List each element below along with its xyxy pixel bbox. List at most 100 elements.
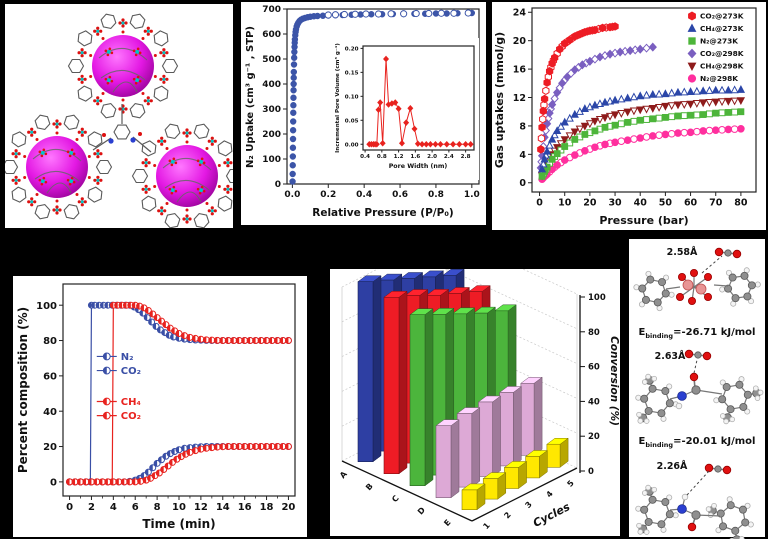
svg-text:0.8: 0.8 bbox=[428, 190, 444, 200]
svg-text:18: 18 bbox=[260, 502, 274, 513]
svg-text:2.0: 2.0 bbox=[427, 154, 437, 160]
svg-text:5: 5 bbox=[565, 478, 576, 488]
svg-text:0: 0 bbox=[275, 180, 281, 190]
mof-structure-illustration bbox=[5, 13, 233, 228]
svg-text:Incremental Pore Volume (cm³ g: Incremental Pore Volume (cm³ g⁻¹) bbox=[334, 43, 341, 153]
svg-text:12: 12 bbox=[513, 93, 526, 104]
series-CO₂@273K bbox=[537, 22, 619, 154]
svg-text:2: 2 bbox=[88, 502, 95, 513]
svg-text:60: 60 bbox=[588, 363, 600, 373]
svg-text:A: A bbox=[338, 469, 349, 480]
svg-text:60: 60 bbox=[43, 371, 57, 382]
svg-text:Pressure (bar): Pressure (bar) bbox=[599, 214, 688, 227]
svg-text:2.63Å: 2.63Å bbox=[655, 351, 686, 362]
svg-text:0.00: 0.00 bbox=[345, 142, 359, 148]
mof-cage bbox=[67, 13, 179, 119]
svg-text:1.6: 1.6 bbox=[410, 154, 420, 160]
svg-text:1.2: 1.2 bbox=[394, 154, 404, 160]
svg-text:24: 24 bbox=[513, 8, 527, 19]
svg-text:100: 100 bbox=[36, 301, 57, 312]
conversion-3d-chart: 0 20 40 60 80 100 Conversion (%) A B C D E 12 3 45 Cycl… bbox=[338, 269, 620, 531]
svg-text:N₂@298K: N₂@298K bbox=[700, 74, 738, 83]
svg-text:2.8: 2.8 bbox=[461, 154, 471, 160]
svg-text:C: C bbox=[390, 494, 401, 504]
svg-text:10: 10 bbox=[558, 198, 572, 209]
svg-text:500: 500 bbox=[262, 55, 281, 65]
svg-text:40: 40 bbox=[634, 198, 648, 209]
panel-gas-uptakes: 0 10 20 30 40 50 60 70 80 0 4 8 12 16 20 24 Pressure (ba… bbox=[492, 2, 766, 230]
svg-text:2: 2 bbox=[502, 510, 512, 520]
svg-text:2.58Å: 2.58Å bbox=[667, 247, 698, 258]
panel-mof-structure bbox=[5, 4, 233, 228]
panel-breakthrough: 0 2 4 6 8 10 12 14 16 18 20 0 20 40 60 80 100 Time (min) P… bbox=[13, 276, 307, 537]
svg-text:80: 80 bbox=[734, 198, 748, 209]
svg-text:N₂: N₂ bbox=[121, 352, 134, 363]
svg-text:14: 14 bbox=[216, 502, 230, 513]
svg-text:E: E bbox=[442, 518, 452, 528]
svg-text:16: 16 bbox=[513, 65, 527, 76]
mof-cage bbox=[5, 114, 113, 220]
svg-text:700: 700 bbox=[262, 5, 281, 15]
svg-text:6: 6 bbox=[132, 502, 139, 513]
panel-binding-structures: 2.58Å Ebinding=-26.71 kJ/mol 2.63Å Ebind… bbox=[629, 239, 765, 539]
mof-cage bbox=[131, 123, 233, 228]
svg-text:0.15: 0.15 bbox=[345, 70, 359, 76]
svg-text:0: 0 bbox=[519, 178, 526, 189]
svg-text:1.0: 1.0 bbox=[464, 190, 480, 200]
svg-text:30: 30 bbox=[608, 198, 622, 209]
svg-text:600: 600 bbox=[262, 30, 281, 40]
svg-text:2.26Å: 2.26Å bbox=[657, 461, 688, 472]
svg-text:0.8: 0.8 bbox=[377, 154, 387, 160]
svg-text:Gas uptakes (mmol/g): Gas uptakes (mmol/g) bbox=[493, 32, 506, 168]
pore-size-inset: 0.4 0.8 1.2 1.6 2.0 2.4 2.8 0.00 0.05 0.10 0.15 0.2… bbox=[329, 38, 479, 180]
svg-text:20: 20 bbox=[513, 36, 527, 47]
series-CO₂-1 bbox=[66, 443, 292, 486]
binding-structure-1: 2.58Å Ebinding=-26.71 kJ/mol bbox=[630, 239, 764, 344]
svg-text:0.4: 0.4 bbox=[360, 154, 370, 160]
svg-text:CO₂@298K: CO₂@298K bbox=[700, 49, 744, 58]
svg-text:40: 40 bbox=[588, 397, 600, 407]
bars-3d bbox=[357, 269, 569, 511]
binding-energy-label-2: Ebinding=-20.01 kJ/mol bbox=[638, 435, 756, 449]
svg-text:D: D bbox=[416, 505, 427, 516]
svg-text:20: 20 bbox=[281, 502, 295, 513]
svg-text:0.05: 0.05 bbox=[345, 118, 359, 124]
binding-molecule-2: 2.63Å bbox=[635, 349, 764, 424]
svg-text:60: 60 bbox=[684, 198, 698, 209]
binding-structure-2: 2.63Å Ebinding=-20.01 kJ/mol bbox=[630, 344, 764, 453]
svg-text:2.4: 2.4 bbox=[444, 154, 454, 160]
svg-text:Conversion (%): Conversion (%) bbox=[608, 336, 620, 426]
svg-text:70: 70 bbox=[709, 198, 723, 209]
svg-text:12: 12 bbox=[194, 502, 208, 513]
svg-text:0.20: 0.20 bbox=[345, 46, 359, 52]
panel-conversion-3d: 0 20 40 60 80 100 Conversion (%) A B C D E 1 2 3 4 5 Cycl… bbox=[330, 269, 620, 536]
svg-text:300: 300 bbox=[262, 105, 281, 115]
svg-text:80: 80 bbox=[588, 328, 600, 338]
series-CH₄@273K bbox=[537, 84, 746, 173]
n2-isotherm-chart: 0.0 0.2 0.4 0.6 0.8 1.0 0 100 200 300 400 500 600 700… bbox=[245, 5, 480, 219]
svg-text:400: 400 bbox=[262, 80, 281, 90]
svg-text:16: 16 bbox=[238, 502, 252, 513]
svg-text:0.2: 0.2 bbox=[320, 190, 336, 200]
series-CO₂@298K bbox=[536, 42, 657, 173]
binding-molecule-1: 2.58Å bbox=[633, 247, 761, 312]
svg-text:20: 20 bbox=[588, 432, 600, 442]
svg-text:Time (min): Time (min) bbox=[142, 517, 215, 531]
svg-text:0.0: 0.0 bbox=[284, 190, 300, 200]
svg-text:4: 4 bbox=[110, 502, 117, 513]
svg-text:0: 0 bbox=[536, 198, 543, 209]
svg-text:8: 8 bbox=[154, 502, 161, 513]
svg-text:Pore Width (nm): Pore Width (nm) bbox=[389, 163, 448, 170]
svg-text:CO₂: CO₂ bbox=[121, 411, 141, 422]
svg-text:0.4: 0.4 bbox=[356, 190, 372, 200]
svg-text:200: 200 bbox=[262, 130, 281, 140]
svg-text:Percent composition (%): Percent composition (%) bbox=[16, 307, 30, 473]
svg-text:4: 4 bbox=[544, 489, 555, 499]
svg-text:4: 4 bbox=[519, 150, 526, 161]
svg-text:Relative Pressure (P/P₀): Relative Pressure (P/P₀) bbox=[312, 207, 453, 219]
svg-text:CH₄@298K: CH₄@298K bbox=[700, 62, 744, 71]
svg-text:0: 0 bbox=[50, 477, 57, 488]
n2-desorption-series bbox=[324, 9, 472, 19]
gas-legend: CO₂@273K CH₄@273K N₂@273K CO₂@298K CH₄@298K N… bbox=[687, 11, 744, 83]
